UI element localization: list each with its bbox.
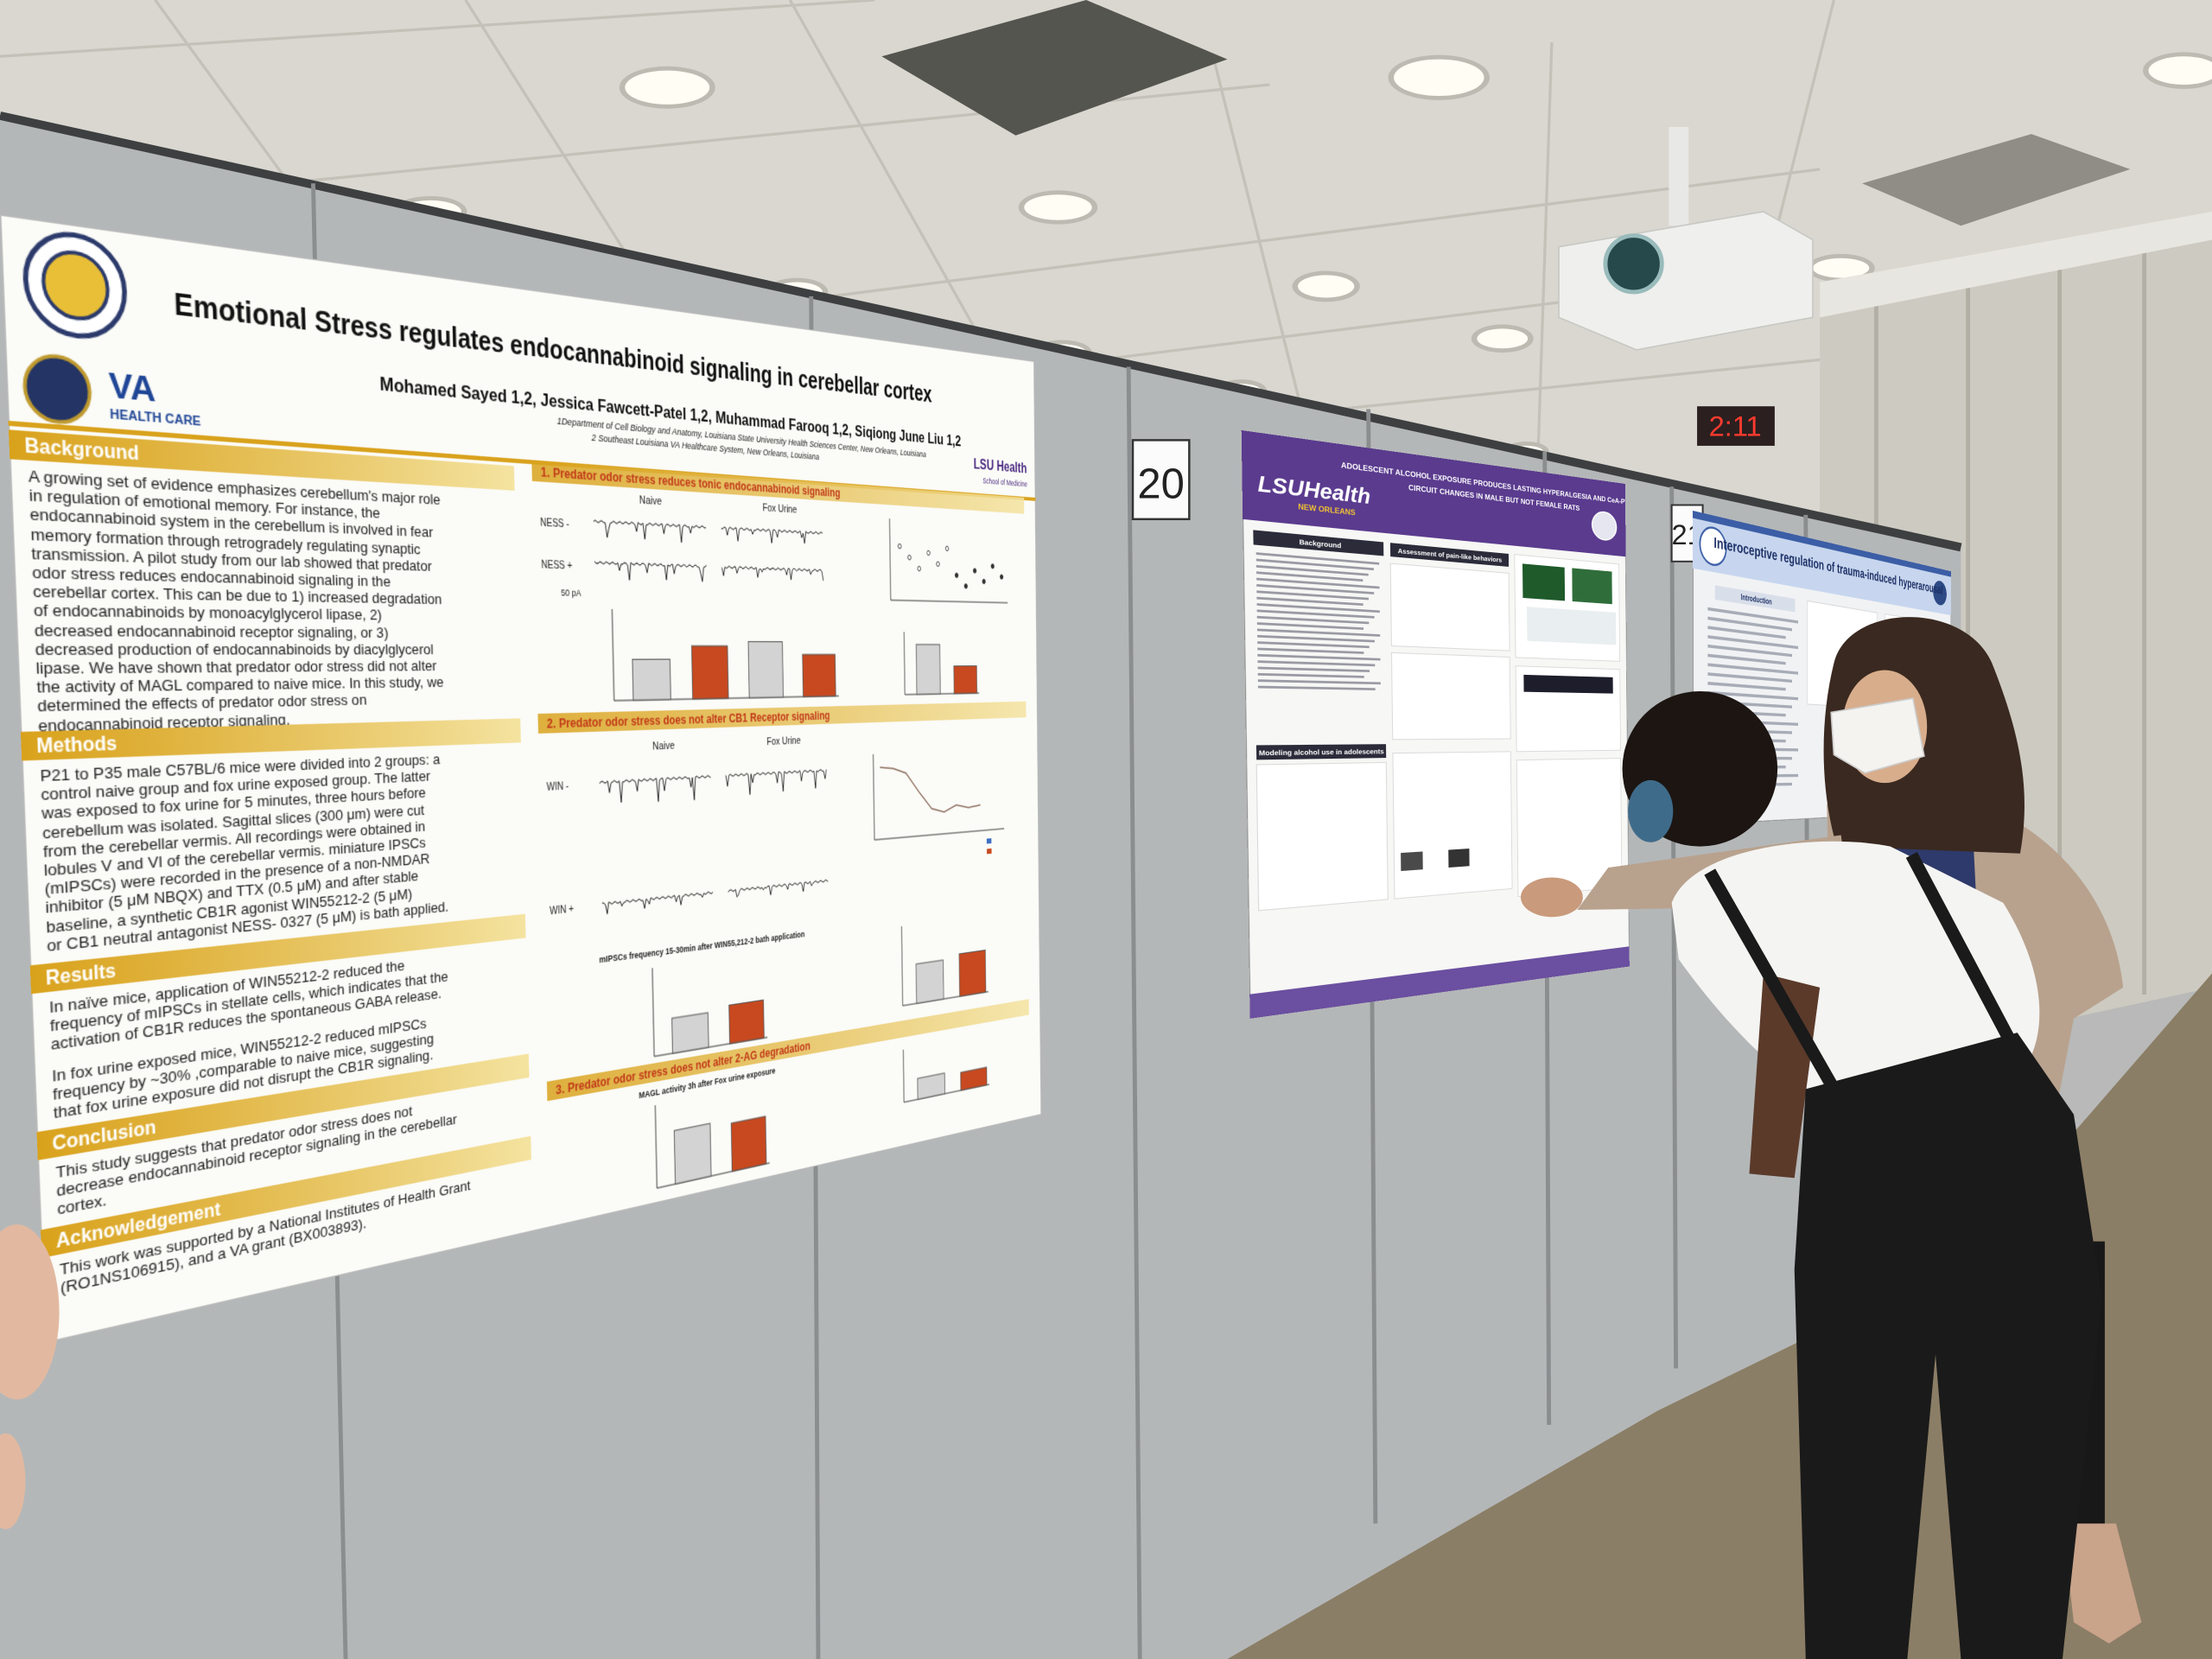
section-bar <box>20 718 521 761</box>
overall-strap <box>1704 868 1840 1093</box>
sign-number: 20 <box>1137 461 1184 507</box>
body-text: decreased production of endocannabinoids… <box>35 639 434 658</box>
figure-label: 50 pA <box>561 588 582 598</box>
wall-trim <box>1820 211 2212 318</box>
poster-header <box>1241 429 1626 557</box>
partition-seam <box>1126 366 1142 1659</box>
hand <box>0 1224 60 1400</box>
ceiling-line <box>1211 55 1313 452</box>
ceiling-light <box>1298 275 1355 298</box>
projector-lens <box>1603 233 1664 295</box>
section-heading: Methods <box>36 734 118 758</box>
ceiling-line <box>1535 41 1554 466</box>
lsu-logo: LSU Health <box>974 456 1027 477</box>
figure-label: Naive <box>652 739 675 752</box>
poster-paper <box>0 214 1042 1344</box>
figure-label: WIN - <box>546 780 569 793</box>
section-bar <box>1714 585 1796 613</box>
figure-label: NESS - <box>540 517 569 530</box>
body-text: lipase. We have shown that predator odor… <box>35 658 436 677</box>
main-poster: VA HEALTH CARE Emotional Stress regulate… <box>0 214 1042 1344</box>
va-logo: VA <box>108 364 156 410</box>
figure-label: NESS + <box>541 559 572 572</box>
hand <box>0 1433 26 1529</box>
figure-label: Fox Urine <box>766 734 801 747</box>
overall-strap <box>1905 851 2017 1045</box>
seal-center <box>42 248 109 321</box>
main-poster-sheet: VA HEALTH CARE Emotional Stress regulate… <box>0 214 1042 1344</box>
ceiling-line <box>0 0 875 58</box>
clock-digits: 2:11 <box>1709 410 1762 442</box>
face-mask <box>1830 697 1925 774</box>
section-heading: Background <box>1300 537 1342 550</box>
ceiling-light <box>1394 59 1484 97</box>
lsu-logo-sub: School of Medicine <box>982 476 1027 488</box>
pointing-hand <box>1521 877 1583 918</box>
partition-top <box>0 111 1962 552</box>
figure-label: Fox Urine <box>762 501 797 515</box>
ceiling-light <box>2148 56 2212 85</box>
ceiling-vent <box>881 0 1228 136</box>
middle-poster-sheet: LSUHealth NEW ORLEANS ADOLESCENT ALCOHOL… <box>1241 429 1630 1019</box>
shoe <box>2062 1523 2142 1644</box>
overalls <box>1794 1033 2102 1659</box>
figure-label: Naive <box>639 493 662 507</box>
figure-panel <box>1256 762 1388 910</box>
partition-seam <box>1669 486 1679 1369</box>
figure-label: WIN + <box>550 903 574 917</box>
projector-mount <box>1669 126 1689 226</box>
hair-tint <box>1628 779 1674 842</box>
va-seal <box>23 353 91 425</box>
middle-poster: LSUHealth NEW ORLEANS ADOLESCENT ALCOHOL… <box>1241 429 1630 1019</box>
poster-header <box>1693 511 1951 616</box>
footer-bar <box>1249 946 1630 1019</box>
ceiling-light <box>1477 328 1529 349</box>
ceiling-light <box>1024 194 1092 220</box>
ceiling-light <box>1812 257 1870 278</box>
ceiling-vent <box>1862 134 2131 226</box>
sign <box>1131 439 1191 521</box>
wall-clock <box>1697 406 1775 446</box>
ceiling-light <box>625 70 710 105</box>
emblem <box>1700 524 1726 567</box>
section-heading: Modeling alcohol use in adolescents <box>1259 747 1384 757</box>
section-bar <box>1255 744 1387 760</box>
body-text: decreased endocannabinoid receptor signa… <box>34 620 388 640</box>
